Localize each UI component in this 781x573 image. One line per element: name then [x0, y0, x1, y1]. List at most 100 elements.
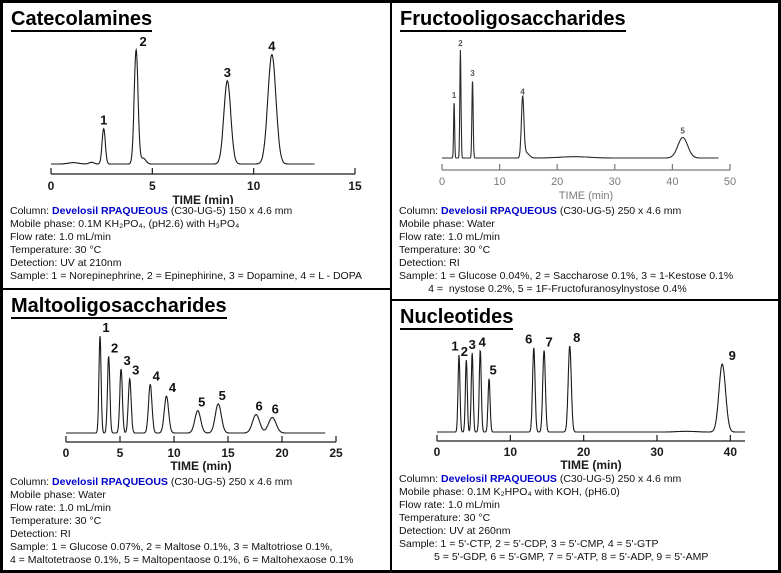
- x-axis-tick-label: 10: [504, 445, 518, 459]
- peak-label: 1: [100, 113, 107, 128]
- trace-path: [437, 346, 745, 433]
- peak-label: 3: [224, 65, 231, 80]
- temperature-line: Temperature: 30 °C: [10, 515, 102, 528]
- peak-label: 4: [520, 88, 525, 97]
- peak-label: 3: [469, 337, 476, 352]
- column-line: Column: Develosil RPAQUEOUS (C30-UG-5) 2…: [399, 205, 772, 218]
- mobile-phase-line: Mobile phase: Water: [10, 489, 106, 502]
- peak-label: 4: [268, 39, 276, 54]
- temperature-line: Temperature: 30 °C: [399, 512, 491, 525]
- peak-label: 4: [153, 369, 161, 384]
- detection-line: Detection: RI: [399, 257, 460, 270]
- panel-catecolamines: Catecolamines 0 5 10 15 TIME (min) 1 2 3 4 Colum…: [3, 3, 390, 290]
- column-prefix: Column:: [399, 205, 442, 218]
- x-axis-tick-label: 15: [221, 446, 235, 460]
- peak-label: 1: [451, 339, 458, 354]
- mobile-phase-line: Mobile phase: Water: [399, 218, 495, 231]
- sample-line-1: Sample: 1 = Glucose 0.07%, 2 = Maltose 0…: [10, 541, 333, 554]
- peak-label: 4: [479, 335, 487, 350]
- sample-line-2: 5 = 5'-GDP, 6 = 5'-GMP, 7 = 5'-ATP, 8 = …: [399, 551, 709, 564]
- panel-info-maltooligosaccharides: Column: Develosil RPAQUEOUS (C30-UG-5) 2…: [10, 476, 383, 567]
- flow-rate-line: Flow rate: 1.0 mL/min: [399, 499, 500, 512]
- peak-label: 8: [573, 330, 580, 345]
- sample-line-1: Sample: 1 = 5'-CTP, 2 = 5'-CDP, 3 = 5'-C…: [399, 538, 659, 551]
- x-axis-tick-label: 10: [167, 446, 181, 460]
- column-suffix: (C30-UG-5) 150 x 4.6 mm: [167, 205, 293, 218]
- peak-label: 6: [255, 399, 262, 414]
- peak-label: 5: [489, 363, 496, 378]
- column-brand: Develosil RPAQUEOUS: [441, 205, 557, 218]
- sample-line-1: Sample: 1 = Glucose 0.04%, 2 = Saccharos…: [399, 270, 734, 283]
- panel-info-catecolamines: Column: Develosil RPAQUEOUS (C30-UG-5) 1…: [10, 205, 383, 283]
- peak-label: 3: [470, 70, 475, 79]
- column-line: Column: Develosil RPAQUEOUS (C30-UG-5) 2…: [10, 476, 383, 489]
- left-column: Catecolamines 0 5 10 15 TIME (min) 1 2 3 4 Colum…: [3, 3, 392, 570]
- column-prefix: Column:: [10, 476, 53, 489]
- column-prefix: Column:: [10, 205, 53, 218]
- detection-line: Detection: UV at 260nm: [399, 525, 511, 538]
- peak-label: 2: [140, 34, 147, 49]
- column-prefix: Column:: [399, 473, 442, 486]
- panel-title-maltooligosaccharides: Maltooligosaccharides: [11, 295, 227, 320]
- panel-title-nucleotides: Nucleotides: [400, 306, 514, 331]
- peak-label: 5: [681, 127, 686, 136]
- panel-title-fructooligosaccharides: Fructooligosaccharides: [400, 8, 626, 33]
- x-axis-tick-label: 5: [117, 446, 124, 460]
- peak-label: 3: [132, 363, 139, 378]
- sample-line-1: Sample: 1 = Norepinephrine, 2 = Epinephi…: [10, 270, 362, 283]
- x-axis-title: TIME (min): [170, 459, 231, 473]
- x-axis-tick-label: 30: [650, 445, 664, 459]
- right-column: Fructooligosaccharides 0 10 20 30 40 50 TIME (…: [392, 3, 778, 570]
- peak-label: 5: [219, 388, 226, 403]
- chromatogram-catecolamines: 0 5 10 15 TIME (min) 1 2 3 4: [48, 34, 362, 204]
- column-suffix: (C30-UG-5) 250 x 4.6 mm: [556, 205, 682, 218]
- trace-path: [442, 50, 719, 159]
- flow-rate-line: Flow rate: 1.0 mL/min: [399, 231, 500, 244]
- x-axis-tick-label: 10: [247, 179, 261, 193]
- flow-rate-line: Flow rate: 1.0 mL/min: [10, 502, 111, 515]
- x-axis-tick-label: 20: [577, 445, 591, 459]
- column-line: Column: Develosil RPAQUEOUS (C30-UG-5) 2…: [399, 473, 772, 486]
- x-axis-tick-label: 0: [48, 179, 55, 193]
- x-axis-tick-label: 5: [149, 179, 156, 193]
- column-brand: Develosil RPAQUEOUS: [52, 205, 168, 218]
- x-axis-tick-label: 40: [666, 176, 678, 188]
- panel-maltooligosaccharides: Maltooligosaccharides 0 5 10 15 20 25 TIME (mi…: [3, 290, 390, 570]
- panel-info-nucleotides: Column: Develosil RPAQUEOUS (C30-UG-5) 2…: [399, 473, 772, 564]
- peak-label: 4: [169, 381, 177, 396]
- peak-label: 7: [545, 335, 552, 350]
- detection-line: Detection: RI: [10, 528, 71, 541]
- trace-path: [66, 336, 326, 434]
- trace-path: [51, 48, 315, 165]
- x-axis-tick-label: 0: [63, 446, 70, 460]
- x-axis-tick-label: 0: [439, 176, 445, 188]
- panel-title-catecolamines: Catecolamines: [11, 8, 153, 33]
- peak-label: 1: [102, 320, 109, 335]
- detection-line: Detection: UV at 210nm: [10, 257, 122, 270]
- sample-line-2: 4 = Maltotetraose 0.1%, 5 = Maltopentaos…: [10, 554, 354, 567]
- peak-label: 1: [452, 91, 457, 100]
- panel-nucleotides: Nucleotides 0 10 20 30 40 TIME (min) 1 2 3 4 5 6 7 8 9…: [392, 301, 778, 570]
- panel-fructooligosaccharides: Fructooligosaccharides 0 10 20 30 40 50 TIME (…: [392, 3, 778, 301]
- flow-rate-line: Flow rate: 1.0 mL/min: [10, 231, 111, 244]
- x-axis-tick-label: 0: [434, 445, 441, 459]
- x-axis-tick-label: 15: [348, 179, 362, 193]
- peak-label: 2: [458, 39, 463, 48]
- chromatogram-nucleotides: 0 10 20 30 40 TIME (min) 1 2 3 45 6 7 8 9: [434, 330, 745, 472]
- peak-label: 6: [525, 332, 532, 347]
- column-line: Column: Develosil RPAQUEOUS (C30-UG-5) 1…: [10, 205, 383, 218]
- column-brand: Develosil RPAQUEOUS: [441, 473, 557, 486]
- column-suffix: (C30-UG-5) 250 x 4.6 mm: [556, 473, 682, 486]
- peak-label: 2: [461, 344, 468, 359]
- temperature-line: Temperature: 30 °C: [10, 244, 102, 257]
- peak-label: 2: [111, 341, 118, 356]
- peak-label: 6: [272, 402, 279, 417]
- x-axis-title: TIME (min): [559, 190, 613, 202]
- x-axis-tick-label: 20: [275, 446, 289, 460]
- peak-label: 9: [729, 348, 736, 363]
- peak-label: 5: [198, 395, 205, 410]
- x-axis-title: TIME (min): [560, 458, 621, 472]
- sample-line-2: 4 = nystose 0.2%, 5 = 1F-Fructofuranosyl…: [399, 283, 687, 296]
